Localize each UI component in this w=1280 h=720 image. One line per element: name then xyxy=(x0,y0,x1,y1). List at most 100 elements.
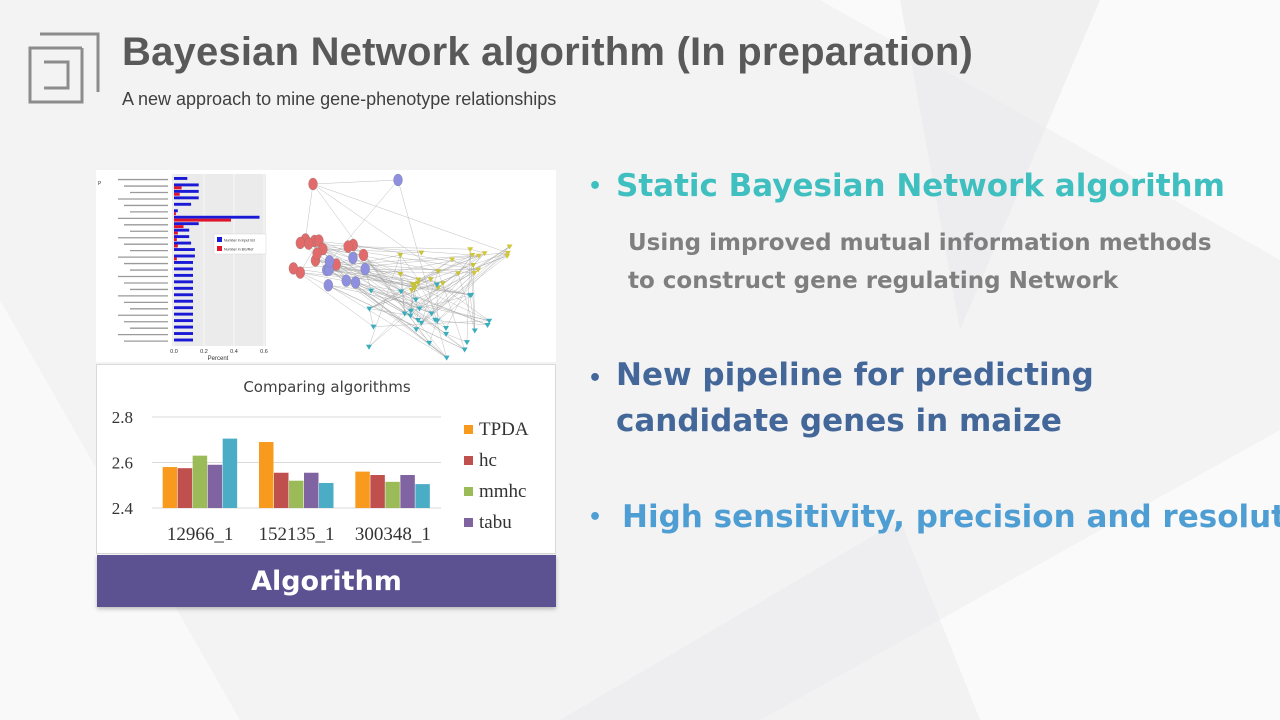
network-node xyxy=(427,277,434,283)
x-tick-label: 300348_1 xyxy=(355,524,431,545)
network-edge xyxy=(417,259,453,284)
network-edge xyxy=(329,269,419,284)
network-node xyxy=(471,270,478,276)
bullet-text: New pipeline for predicting candidate ge… xyxy=(616,357,1094,439)
network-edge xyxy=(421,255,508,323)
network-edge xyxy=(446,333,468,343)
y-tick-label: 2.8 xyxy=(112,408,133,427)
network-edge xyxy=(368,254,401,347)
go-bar-ref xyxy=(174,257,177,261)
network-edge xyxy=(363,254,447,358)
network-edge xyxy=(400,254,419,280)
network-node xyxy=(413,327,420,333)
go-bar-input xyxy=(174,332,193,335)
go-enrichment-bar-chart: P 0.0 0.2 0.4 0.6 Percent Number in input l… xyxy=(98,174,268,362)
bar-chart-svg: Comparing algorithms 2.4 2.6 2.8 12966_1 15… xyxy=(112,378,529,545)
network-node xyxy=(295,236,305,250)
network-edge xyxy=(346,280,432,314)
go-bar-ref xyxy=(174,244,178,248)
network-edge xyxy=(410,287,439,316)
network-edge xyxy=(452,259,475,274)
network-node xyxy=(350,276,361,289)
network-node xyxy=(415,280,422,286)
network-node xyxy=(343,240,353,253)
network-node xyxy=(348,251,358,265)
network-edge xyxy=(329,179,399,262)
go-bar-input xyxy=(174,241,192,245)
go-bar-input xyxy=(174,196,199,200)
chart-title: Comparing algorithms xyxy=(243,378,410,396)
go-bar-input xyxy=(174,261,193,264)
go-bar-ref xyxy=(174,186,182,190)
network-edge xyxy=(328,285,490,321)
slide-subtitle: A new approach to mine gene-phenotype re… xyxy=(122,89,557,109)
network-node xyxy=(408,288,415,294)
network-node xyxy=(484,322,491,328)
go-bar-input xyxy=(174,267,193,271)
network-node xyxy=(506,244,513,250)
network-node xyxy=(443,355,450,361)
bar xyxy=(222,438,238,508)
network-edge xyxy=(419,246,510,309)
network-edge xyxy=(348,246,471,250)
network-edge xyxy=(469,249,475,331)
go-bar-ref xyxy=(174,231,178,235)
go-bar-input xyxy=(174,254,195,258)
network-edge xyxy=(429,320,438,343)
network-edge xyxy=(369,291,402,309)
bar xyxy=(192,455,208,508)
detail-line-2: to construct gene regulating Network xyxy=(628,268,1119,294)
network-edge xyxy=(329,261,488,326)
go-bar-input xyxy=(174,189,199,193)
bar xyxy=(370,475,385,508)
network-edge xyxy=(437,253,485,288)
network-edge xyxy=(317,253,447,358)
network-edge xyxy=(368,310,412,347)
network-edge xyxy=(352,257,413,285)
x-tick-label: 0.2 xyxy=(200,349,208,355)
network-edge xyxy=(369,255,508,309)
go-bar-ref xyxy=(174,238,177,241)
bullet-dot-icon: • xyxy=(588,174,603,199)
network-node xyxy=(418,320,425,326)
go-bar-input xyxy=(174,299,193,303)
go-bar-ref xyxy=(174,212,176,216)
network-node xyxy=(434,318,441,324)
legend-label-ref: Number in BG/Ref xyxy=(224,248,253,252)
network-node xyxy=(366,306,373,312)
bar xyxy=(177,468,193,508)
network-edge xyxy=(329,269,415,288)
x-tick-label: 0.6 xyxy=(260,349,268,355)
network-node xyxy=(393,173,403,187)
network-edge xyxy=(404,255,479,314)
network-node xyxy=(324,255,335,268)
legend-swatch xyxy=(464,425,473,434)
bullet-dot-icon: • xyxy=(588,366,603,391)
network-edge xyxy=(312,179,399,185)
network-edge xyxy=(373,320,490,327)
go-legend: Number in input list Number in BG/Ref xyxy=(213,233,267,255)
network-node xyxy=(455,271,462,277)
network-node xyxy=(486,318,493,324)
network-edge xyxy=(470,249,485,254)
bar xyxy=(415,484,430,508)
network-node xyxy=(401,311,408,317)
network-edge xyxy=(369,278,431,309)
network-edge xyxy=(369,308,374,327)
network-node xyxy=(443,331,450,337)
network-node xyxy=(288,262,299,275)
network-node xyxy=(433,282,440,288)
bar xyxy=(304,472,319,508)
bullet-1-detail: Using improved mutual information method… xyxy=(628,224,1212,300)
network-node xyxy=(481,251,488,257)
bar xyxy=(355,471,370,508)
network-node xyxy=(469,252,476,258)
x-tick-label: 152135_1 xyxy=(259,524,335,545)
legend-swatch xyxy=(464,518,473,527)
bullet-text: High sensitivity, precision and resoluti… xyxy=(622,499,1280,535)
algorithm-comparison-chart: Comparing algorithms 2.4 2.6 2.8 12966_1 15… xyxy=(96,364,556,554)
network-edge xyxy=(404,246,510,314)
go-bar-input xyxy=(174,312,193,316)
figure-go-network: P 0.0 0.2 0.4 0.6 Percent Number in input l… xyxy=(96,170,556,362)
network-node xyxy=(407,313,414,319)
